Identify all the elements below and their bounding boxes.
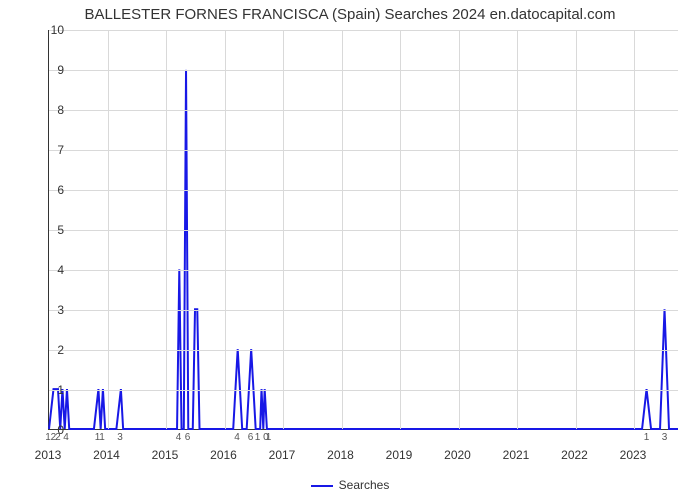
- gridline-v: [400, 30, 401, 429]
- gridline-v: [517, 30, 518, 429]
- value-label: 1: [99, 432, 105, 443]
- ytick-label: 3: [40, 303, 64, 317]
- chart-title: BALLESTER FORNES FRANCISCA (Spain) Searc…: [0, 6, 700, 23]
- value-label: 2: [55, 432, 61, 443]
- xtick-label: 2020: [444, 448, 471, 462]
- gridline-v: [225, 30, 226, 429]
- value-label: 4: [63, 432, 69, 443]
- gridline-v: [166, 30, 167, 429]
- value-label: 1: [266, 432, 272, 443]
- gridline-v: [634, 30, 635, 429]
- ytick-label: 10: [40, 23, 64, 37]
- gridline-h: [49, 150, 678, 151]
- xtick-label: 2018: [327, 448, 354, 462]
- chart-container: BALLESTER FORNES FRANCISCA (Spain) Searc…: [0, 0, 700, 500]
- xtick-label: 2013: [35, 448, 62, 462]
- value-label: 3: [117, 432, 123, 443]
- value-label: 3: [662, 432, 668, 443]
- value-label: 1: [644, 432, 650, 443]
- gridline-h: [49, 30, 678, 31]
- gridline-v: [108, 30, 109, 429]
- gridline-h: [49, 350, 678, 351]
- xtick-label: 2014: [93, 448, 120, 462]
- ytick-label: 4: [40, 263, 64, 277]
- value-label: 6: [248, 432, 254, 443]
- gridline-v: [283, 30, 284, 429]
- gridline-h: [49, 270, 678, 271]
- gridline-v: [576, 30, 577, 429]
- gridline-v: [342, 30, 343, 429]
- gridline-h: [49, 70, 678, 71]
- xtick-label: 2015: [152, 448, 179, 462]
- plot-area: [48, 30, 678, 430]
- xtick-label: 2016: [210, 448, 237, 462]
- xtick-label: 2021: [503, 448, 530, 462]
- gridline-v: [459, 30, 460, 429]
- series-line: [49, 70, 678, 429]
- value-label: 4: [176, 432, 182, 443]
- xtick-label: 2017: [269, 448, 296, 462]
- ytick-label: 1: [40, 383, 64, 397]
- value-label: 6: [185, 432, 191, 443]
- ytick-label: 5: [40, 223, 64, 237]
- ytick-label: 9: [40, 63, 64, 77]
- ytick-label: 7: [40, 143, 64, 157]
- gridline-h: [49, 310, 678, 311]
- gridline-h: [49, 390, 678, 391]
- xtick-label: 2019: [386, 448, 413, 462]
- value-label: 4: [234, 432, 240, 443]
- legend-swatch: [311, 485, 333, 487]
- gridline-h: [49, 190, 678, 191]
- legend: Searches: [0, 478, 700, 492]
- gridline-h: [49, 110, 678, 111]
- xtick-label: 2022: [561, 448, 588, 462]
- gridline-h: [49, 230, 678, 231]
- ytick-label: 8: [40, 103, 64, 117]
- ytick-label: 6: [40, 183, 64, 197]
- xtick-label: 2023: [620, 448, 647, 462]
- legend-label: Searches: [339, 478, 390, 492]
- ytick-label: 2: [40, 343, 64, 357]
